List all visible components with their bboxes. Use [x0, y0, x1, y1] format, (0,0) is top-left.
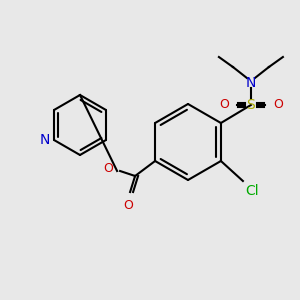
Text: Cl: Cl [245, 184, 259, 198]
Text: O: O [123, 199, 133, 212]
Text: O: O [219, 98, 229, 112]
Text: O: O [103, 163, 113, 176]
Text: O: O [273, 98, 283, 112]
Text: N: N [246, 76, 256, 90]
Text: S: S [247, 98, 255, 112]
Text: N: N [40, 133, 50, 147]
